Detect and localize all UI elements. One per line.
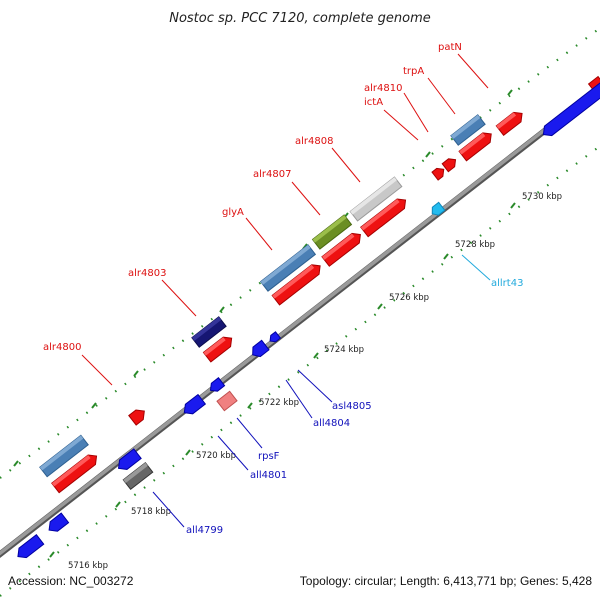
gene-feature[interactable] xyxy=(271,261,324,306)
gene-feature[interactable] xyxy=(268,331,282,344)
tick-track-outer xyxy=(0,27,600,479)
tick-track-inner xyxy=(0,145,600,597)
gene-feature[interactable] xyxy=(441,156,458,173)
gene-label-alr4803[interactable]: alr4803 xyxy=(128,268,166,279)
major-tick xyxy=(133,370,139,377)
major-tick xyxy=(247,402,253,409)
gene-feature[interactable] xyxy=(122,461,154,491)
gene-feature[interactable] xyxy=(216,390,238,412)
major-tick xyxy=(185,449,191,456)
leader-line xyxy=(161,279,197,317)
gene-feature[interactable] xyxy=(321,230,364,267)
major-tick xyxy=(510,202,516,209)
gene-feature[interactable] xyxy=(39,434,89,478)
leader-line xyxy=(81,354,113,386)
map-title: Nostoc sp. PCC 7120, complete genome xyxy=(169,11,431,26)
tick-label-5716: 5716 kbp xyxy=(68,561,108,571)
leader-line xyxy=(152,491,185,528)
gene-feature[interactable] xyxy=(181,393,207,418)
gene-label-asl4805[interactable]: asl4805 xyxy=(332,401,372,412)
gene-feature[interactable] xyxy=(311,214,353,250)
tick-label-5726: 5726 kbp xyxy=(389,293,429,303)
gene-label-alr4800[interactable]: alr4800 xyxy=(43,342,81,353)
leader-line xyxy=(236,417,263,449)
leader-line xyxy=(427,77,456,115)
leader-line xyxy=(285,379,313,419)
gene-label-all4804[interactable]: all4804 xyxy=(313,418,350,429)
leader-line xyxy=(217,435,249,471)
tick-label-5722: 5722 kbp xyxy=(259,398,299,408)
gene-label-allrt43[interactable]: allrt43 xyxy=(491,278,523,289)
gene-labels: alr4800 alr4803 glyA alr4807 alr4808 ict… xyxy=(43,42,523,536)
gene-feature[interactable] xyxy=(45,512,70,535)
leader-line xyxy=(403,92,429,133)
gene-label-rpsF[interactable]: rpsF xyxy=(258,451,280,462)
topology-text: Topology: circular; Length: 6,413,771 bp… xyxy=(300,574,593,588)
leader-line xyxy=(291,181,321,216)
major-tick xyxy=(425,151,431,158)
gene-feature[interactable] xyxy=(259,244,317,292)
gene-feature[interactable] xyxy=(202,333,235,363)
major-tick xyxy=(443,253,449,260)
leader-line xyxy=(457,53,489,89)
leader-line xyxy=(383,109,419,141)
gene-feature[interactable] xyxy=(450,114,486,146)
tick-label-5728: 5728 kbp xyxy=(455,240,495,250)
gene-feature[interactable] xyxy=(128,406,148,426)
leader-line xyxy=(245,217,273,251)
major-tick xyxy=(219,306,225,313)
tick-label-5720: 5720 kbp xyxy=(196,451,236,461)
gene-feature[interactable] xyxy=(495,109,525,137)
tick-label-5724: 5724 kbp xyxy=(324,345,364,355)
major-tick xyxy=(91,402,97,409)
major-tick xyxy=(377,303,383,310)
gene-label-patN[interactable]: patN xyxy=(438,42,462,53)
gene-features xyxy=(14,75,600,562)
leader-line xyxy=(461,254,491,281)
major-tick xyxy=(507,89,513,96)
major-tick xyxy=(115,501,121,508)
major-tick xyxy=(13,460,19,467)
gene-feature[interactable] xyxy=(14,533,45,562)
gene-label-alr4807[interactable]: alr4807 xyxy=(253,169,291,180)
gene-label-ictA[interactable]: ictA xyxy=(364,97,383,108)
gene-feature[interactable] xyxy=(249,339,270,359)
gene-label-glyA[interactable]: glyA xyxy=(222,207,244,218)
leader-line xyxy=(297,369,333,403)
gene-label-alr4808[interactable]: alr4808 xyxy=(295,136,333,147)
gene-feature[interactable] xyxy=(191,316,227,348)
gene-feature[interactable] xyxy=(207,377,226,394)
accession-text: Accession: NC_003272 xyxy=(8,574,134,588)
tick-label-5718: 5718 kbp xyxy=(131,507,171,517)
gene-label-trpA[interactable]: trpA xyxy=(403,66,424,77)
gene-label-all4799[interactable]: all4799 xyxy=(186,525,223,536)
gene-feature[interactable] xyxy=(540,80,600,140)
gene-feature[interactable] xyxy=(349,176,403,222)
gene-feature[interactable] xyxy=(115,448,142,473)
tick-label-5730: 5730 kbp xyxy=(522,192,562,202)
genome-backbone xyxy=(0,84,600,556)
leader-line xyxy=(331,147,361,183)
gene-label-all4801[interactable]: all4801 xyxy=(250,470,287,481)
gene-feature[interactable] xyxy=(51,451,100,494)
major-tick xyxy=(49,551,55,558)
major-tick xyxy=(313,352,319,359)
tick-labels: 5716 kbp 5718 kbp 5720 kbp 5722 kbp 5724… xyxy=(68,192,562,571)
gene-feature[interactable] xyxy=(360,195,409,238)
leader-lines xyxy=(81,53,491,528)
gene-feature[interactable] xyxy=(458,129,495,162)
gene-label-alr4810[interactable]: alr4810 xyxy=(364,83,402,94)
gene-feature[interactable] xyxy=(431,165,447,181)
gene-feature[interactable] xyxy=(429,201,446,217)
